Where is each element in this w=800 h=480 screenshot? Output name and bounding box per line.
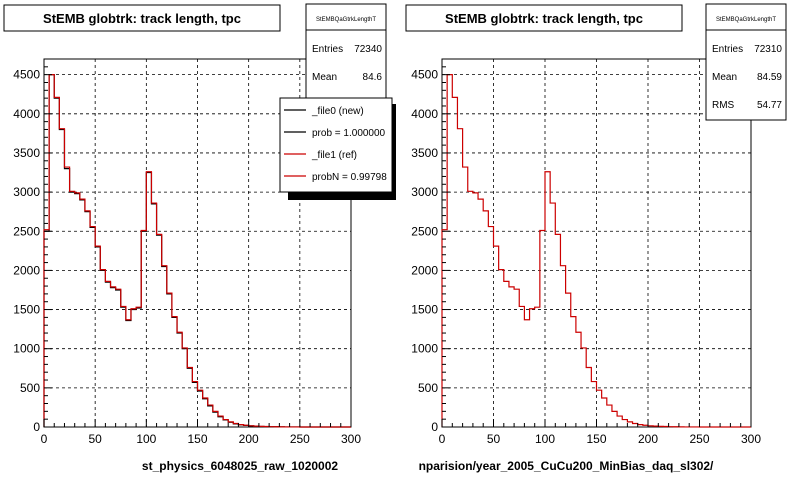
stats-entries-value-right: 72310 [754,44,782,55]
y-tick-label: 4500 [411,68,438,82]
title-box-right: StEMB globtrk: track length, tpc [405,4,683,32]
x-tick-label: 300 [741,432,761,446]
y-tick-label: 0 [33,420,40,434]
x-tick-label: 200 [239,432,259,446]
grid-right [442,59,751,427]
x-tick-label: 0 [439,432,446,446]
y-tick-label: 2500 [13,224,40,238]
axis-ticks-right: 0 50 100 150 200 250 3000500100015002000250030… [411,66,761,446]
stats-mean-label-left: Mean [312,72,337,83]
x-axis-label-right: nparision/year_2005_CuCu200_MinBias_daq_… [419,459,714,473]
y-tick-label: 3000 [411,185,438,199]
histogram-bars-right [441,74,751,428]
stats-mean-value-left: 84.6 [363,72,383,83]
x-axis-label-left: st_physics_6048025_raw_1020002 [142,459,338,473]
x-tick-label: 150 [586,432,606,446]
stats-mean-value-right: 84.59 [757,72,782,83]
y-tick-label: 4500 [13,68,40,82]
y-tick-label: 3500 [13,146,40,160]
x-tick-label: 100 [136,432,156,446]
y-tick-label: 2000 [411,263,438,277]
x-tick-label: 250 [290,432,310,446]
y-tick-label: 4000 [411,107,438,121]
y-tick-label: 2500 [411,224,438,238]
x-tick-label: 100 [535,432,555,446]
y-tick-label: 1000 [13,342,40,356]
legend-label: _file0 (new) [311,106,364,117]
left-panel: 0 50 100 150 200 250 3000500100015002000250030… [3,3,396,473]
right-panel: 0 50 100 150 200 250 3000500100015002000250030… [405,3,787,473]
y-tick-label: 1000 [411,342,438,356]
axis-ticks-left: 0 50 100 150 200 250 3000500100015002000250030… [13,66,361,446]
y-tick-label: 3500 [411,146,438,160]
x-tick-label: 50 [88,432,102,446]
stats-mean-label-right: Mean [712,72,737,83]
title-box-left: StEMB globtrk: track length, tpc [3,4,281,32]
legend-label: _file1 (ref) [311,150,357,161]
x-tick-label: 200 [638,432,658,446]
y-tick-label: 500 [418,381,438,395]
stats-name-left: StEMBQaGtrkLengthT [316,17,376,23]
histogram-series-b [43,74,351,428]
chart-title-left: StEMB globtrk: track length, tpc [43,11,241,26]
stats-rms-value-right: 54.77 [757,100,782,111]
legend-box: _file0 (new) prob = 1.000000 _file1 (ref) p… [279,97,396,200]
chart-title-right: StEMB globtrk: track length, tpc [445,11,643,26]
x-tick-label: 50 [487,432,501,446]
y-tick-label: 4000 [13,107,40,121]
y-tick-label: 1500 [13,303,40,317]
stats-box-right: StEMBQaGtrkLengthT Entries 72310 Mean 84… [705,3,787,121]
histogram-bars-left [43,74,351,428]
x-tick-label: 250 [689,432,709,446]
stats-name-right: StEMBQaGtrkLengthT [716,17,776,23]
y-tick-label: 3000 [13,185,40,199]
y-tick-label: 1500 [411,303,438,317]
x-tick-label: 0 [41,432,48,446]
stats-entries-value-left: 72340 [354,44,382,55]
x-tick-label: 300 [341,432,361,446]
y-tick-label: 500 [20,381,40,395]
legend-label: probN = 0.99798 [312,172,387,183]
histogram-series-a [441,74,751,428]
y-tick-label: 0 [431,420,438,434]
stats-entries-label-left: Entries [312,44,343,55]
legend-label: prob = 1.000000 [312,128,386,139]
stats-entries-label-right: Entries [712,44,743,55]
x-tick-label: 150 [187,432,207,446]
stats-rms-label-right: RMS [712,100,735,111]
y-tick-label: 2000 [13,263,40,277]
